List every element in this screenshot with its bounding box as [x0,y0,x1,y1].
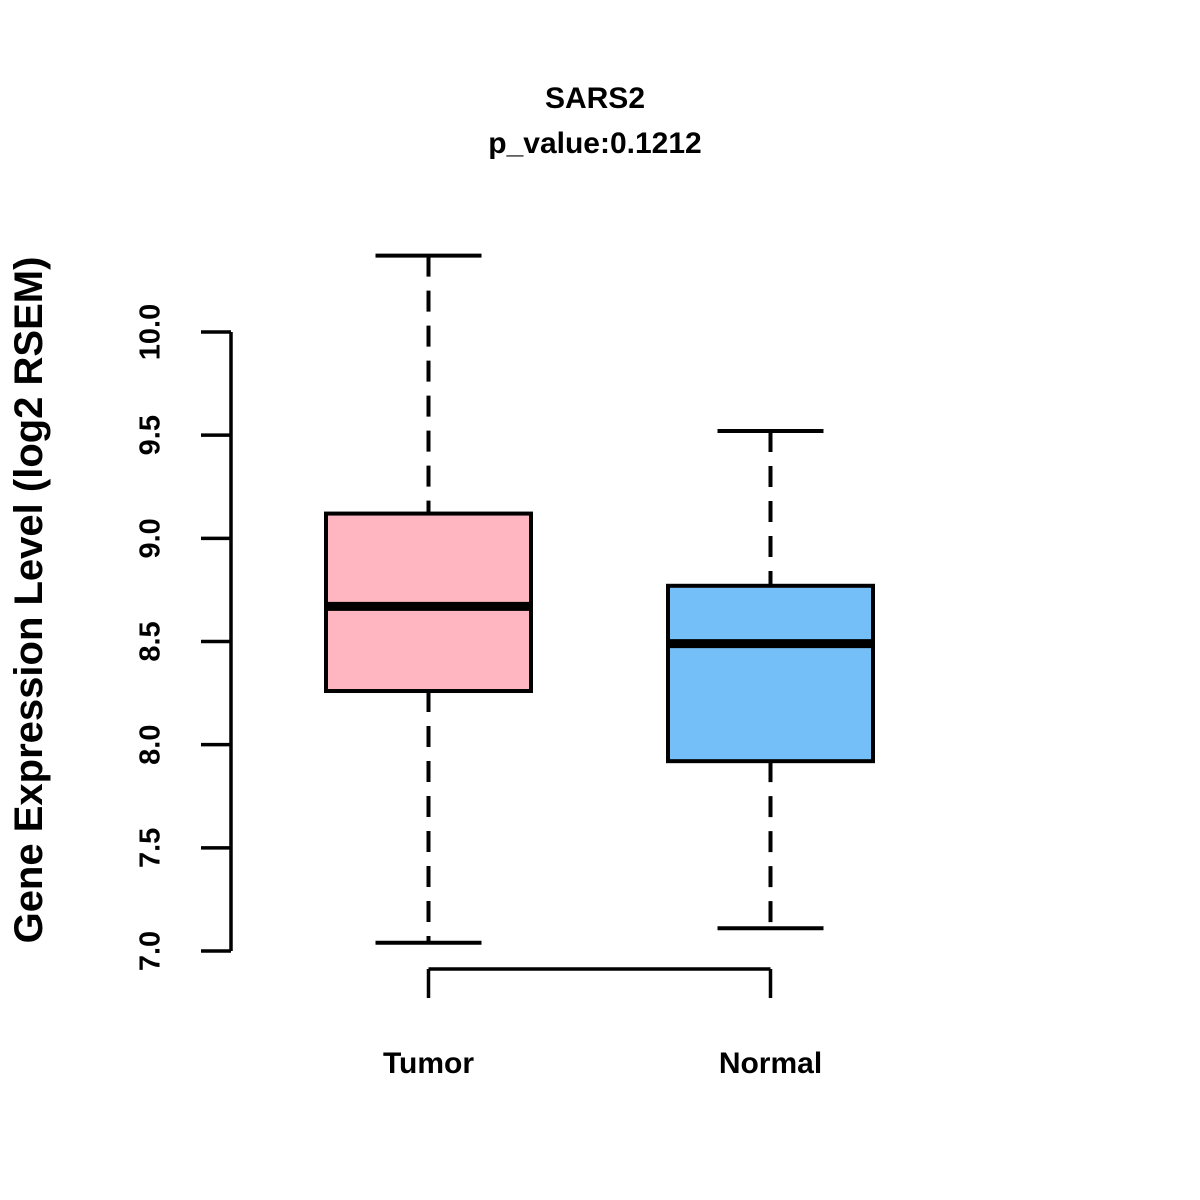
y-tick-label: 8.5 [135,621,167,661]
chart-subtitle: p_value:0.1212 [488,127,701,160]
y-tick-label: 7.0 [135,931,167,971]
box-normal [666,583,875,764]
y-tick-label: 7.5 [135,828,167,868]
y-axis-label: Gene Expression Level (log2 RSEM) [7,257,51,944]
x-category-label: Normal [719,1047,822,1080]
y-tick-label: 9.5 [135,415,167,455]
y-tick-label: 9.0 [135,518,167,558]
chart-title: SARS2 [545,82,645,115]
y-tick-label: 8.0 [135,725,167,765]
x-category-label: Tumor [383,1047,474,1080]
y-tick-label: 10.0 [135,304,167,360]
chart-drawing-layer: 7.0 7.5 8.0 8.5 9.0 9.5 10.0 Tumor Normal [135,253,875,1080]
